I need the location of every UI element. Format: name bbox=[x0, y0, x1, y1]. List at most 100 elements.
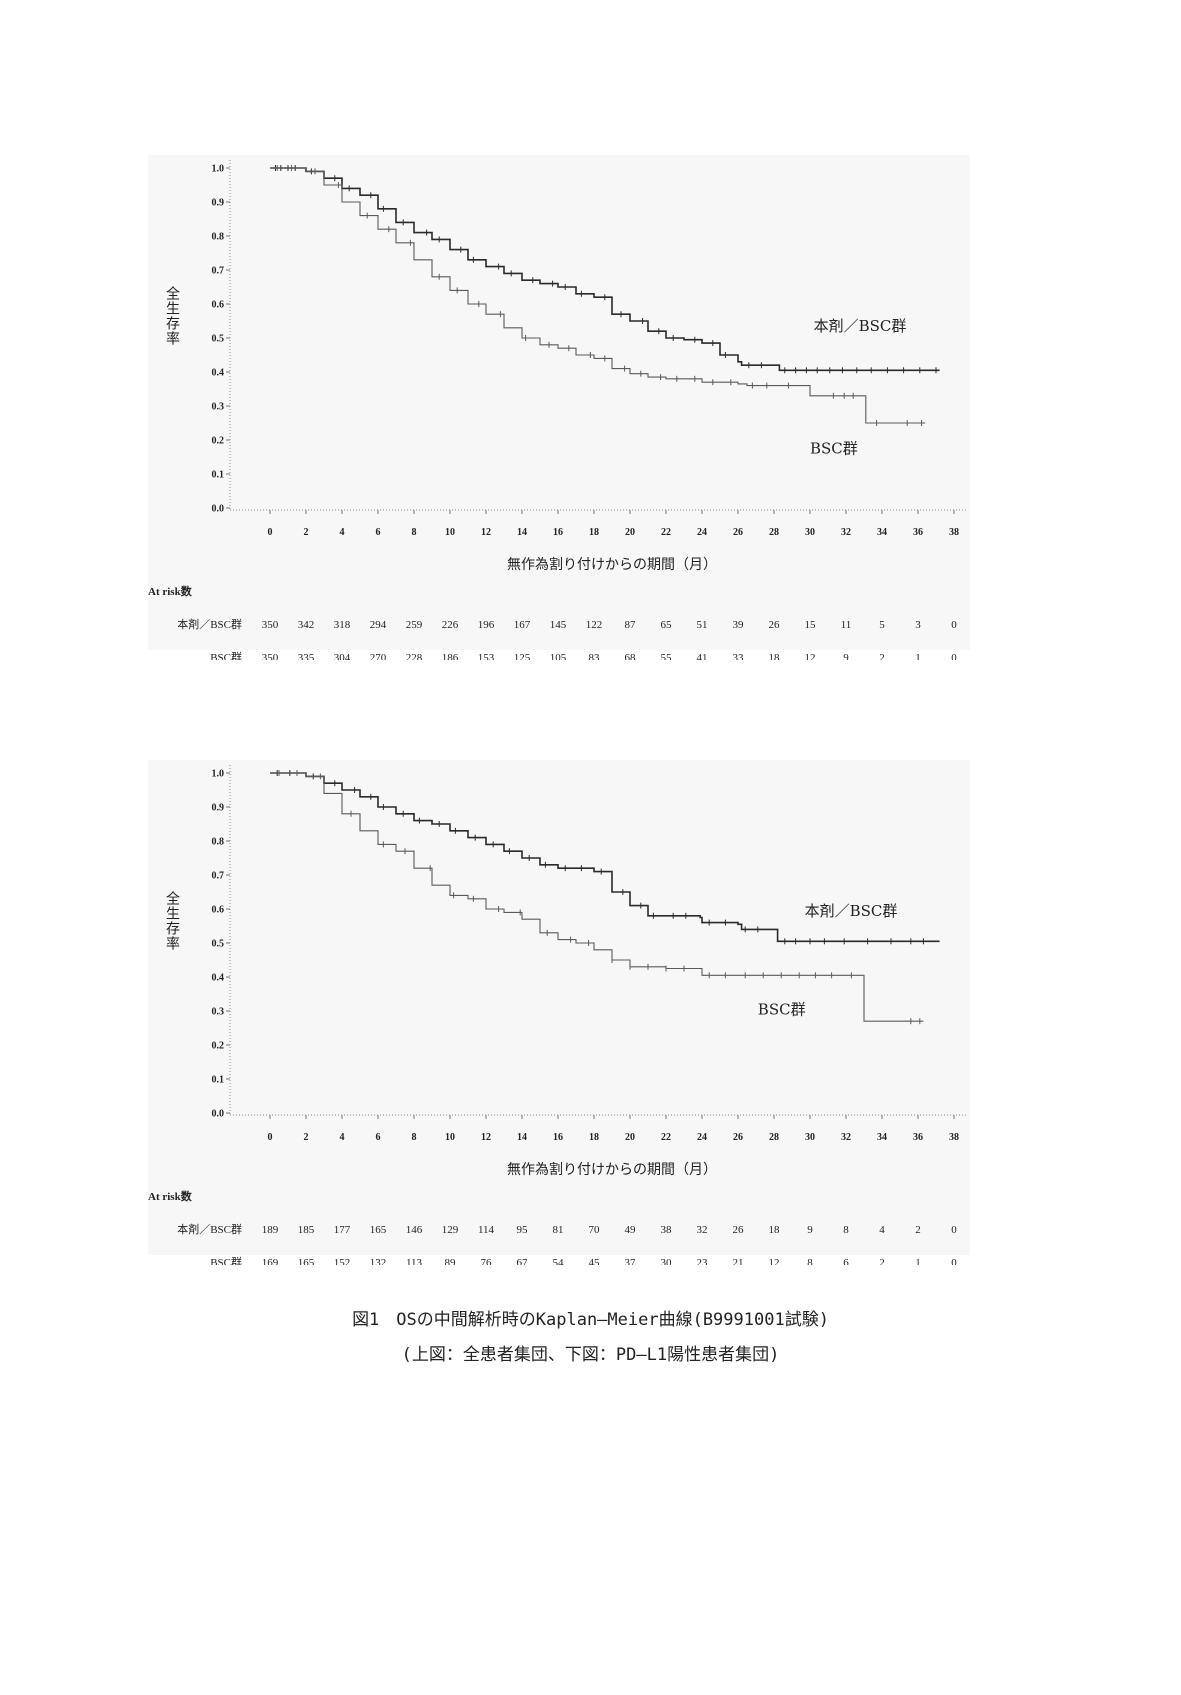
at-risk-value: 185 bbox=[298, 1224, 315, 1236]
x-tick-label: 8 bbox=[412, 527, 417, 538]
y-axis-title: 全生存率 bbox=[164, 285, 180, 346]
at-risk-value: 259 bbox=[406, 619, 423, 631]
x-tick-label: 6 bbox=[376, 1132, 381, 1143]
at-risk-value: 0 bbox=[951, 1224, 957, 1236]
x-tick-label: 28 bbox=[769, 1132, 779, 1143]
series-label-bsc: BSC群 bbox=[758, 1000, 806, 1018]
at-risk-value: 186 bbox=[442, 652, 459, 660]
km-curve-bsc bbox=[270, 772, 924, 1022]
at-risk-value: 55 bbox=[661, 652, 673, 660]
x-tick-label: 28 bbox=[769, 527, 779, 538]
x-tick-label: 16 bbox=[553, 527, 563, 538]
at-risk-title: At risk数 bbox=[148, 1189, 193, 1203]
y-tick-label: 0.9 bbox=[212, 803, 225, 814]
y-tick-label: 0.8 bbox=[212, 232, 225, 243]
at-risk-value: 6 bbox=[843, 1257, 849, 1265]
y-tick-label: 0.1 bbox=[212, 470, 225, 481]
at-risk-value: 18 bbox=[769, 652, 781, 660]
at-risk-value: 83 bbox=[589, 652, 601, 660]
at-risk-value: 9 bbox=[807, 1224, 813, 1236]
at-risk-value: 87 bbox=[625, 619, 637, 631]
x-tick-label: 2 bbox=[304, 527, 309, 538]
at-risk-value: 39 bbox=[733, 619, 745, 631]
figure-caption-title: 図1 OSの中間解析時のKaplan—Meier曲線(B9991001試験) bbox=[352, 1310, 829, 1330]
x-tick-label: 38 bbox=[949, 527, 959, 538]
at-risk-value: 12 bbox=[769, 1257, 780, 1265]
x-tick-label: 24 bbox=[697, 1132, 707, 1143]
x-tick-label: 0 bbox=[268, 527, 273, 538]
at-risk-value: 167 bbox=[514, 619, 531, 631]
at-risk-value: 270 bbox=[370, 652, 387, 660]
at-risk-value: 8 bbox=[807, 1257, 813, 1265]
x-tick-label: 30 bbox=[805, 1132, 815, 1143]
y-tick-label: 0.0 bbox=[212, 1109, 225, 1120]
at-risk-row-label: BSC群 bbox=[210, 1255, 242, 1265]
y-tick-label: 0.7 bbox=[212, 871, 225, 882]
at-risk-value: 177 bbox=[334, 1224, 351, 1236]
at-risk-value: 153 bbox=[478, 652, 495, 660]
at-risk-value: 51 bbox=[697, 619, 708, 631]
at-risk-value: 65 bbox=[661, 619, 673, 631]
y-tick-label: 0.5 bbox=[212, 334, 225, 345]
at-risk-value: 1 bbox=[915, 652, 921, 660]
at-risk-value: 350 bbox=[262, 619, 279, 631]
x-tick-label: 8 bbox=[412, 1132, 417, 1143]
at-risk-value: 38 bbox=[661, 1224, 673, 1236]
at-risk-value: 5 bbox=[879, 619, 885, 631]
at-risk-value: 342 bbox=[298, 619, 315, 631]
x-tick-label: 6 bbox=[376, 527, 381, 538]
at-risk-value: 26 bbox=[769, 619, 781, 631]
y-tick-label: 0.3 bbox=[212, 402, 225, 413]
at-risk-row-label: 本剤／BSC群 bbox=[177, 1222, 242, 1236]
at-risk-value: 114 bbox=[478, 1224, 495, 1236]
series-label-treatment: 本剤／BSC群 bbox=[814, 317, 907, 335]
at-risk-value: 294 bbox=[370, 619, 387, 631]
at-risk-value: 37 bbox=[625, 1257, 637, 1265]
x-tick-label: 26 bbox=[733, 1132, 743, 1143]
x-tick-label: 12 bbox=[481, 527, 491, 538]
at-risk-value: 122 bbox=[586, 619, 603, 631]
at-risk-value: 125 bbox=[514, 652, 531, 660]
at-risk-value: 132 bbox=[370, 1257, 387, 1265]
y-tick-label: 0.4 bbox=[212, 973, 225, 984]
at-risk-value: 76 bbox=[481, 1257, 493, 1265]
at-risk-value: 165 bbox=[370, 1224, 387, 1236]
at-risk-value: 95 bbox=[517, 1224, 529, 1236]
at-risk-row-label: BSC群 bbox=[210, 650, 242, 660]
at-risk-value: 18 bbox=[769, 1224, 781, 1236]
km-chart-pdl1-positive: 0.00.10.20.30.40.50.60.70.80.91.00 2 4 6 8 10… bbox=[148, 760, 970, 1265]
at-risk-value: 9 bbox=[843, 652, 849, 660]
at-risk-value: 169 bbox=[262, 1257, 279, 1265]
x-tick-label: 36 bbox=[913, 1132, 923, 1143]
plot-background bbox=[148, 155, 970, 650]
x-axis-title: 無作為割り付けからの期間（月） bbox=[507, 556, 717, 573]
at-risk-value: 49 bbox=[625, 1224, 637, 1236]
at-risk-title: At risk数 bbox=[148, 584, 193, 598]
x-tick-label: 24 bbox=[697, 527, 707, 538]
at-risk-value: 335 bbox=[298, 652, 315, 660]
x-tick-label: 4 bbox=[340, 527, 345, 538]
y-axis-title: 全生存率 bbox=[164, 890, 180, 951]
at-risk-value: 21 bbox=[733, 1257, 744, 1265]
km-curve-treatment bbox=[270, 167, 940, 372]
x-tick-label: 32 bbox=[841, 527, 851, 538]
at-risk-value: 68 bbox=[625, 652, 637, 660]
x-tick-label: 14 bbox=[517, 1132, 527, 1143]
at-risk-value: 318 bbox=[334, 619, 351, 631]
y-tick-label: 0.9 bbox=[212, 198, 225, 209]
at-risk-value: 304 bbox=[334, 652, 351, 660]
at-risk-value: 0 bbox=[951, 619, 957, 631]
at-risk-value: 196 bbox=[478, 619, 495, 631]
at-risk-value: 11 bbox=[841, 619, 852, 631]
y-tick-label: 0.8 bbox=[212, 837, 225, 848]
at-risk-value: 350 bbox=[262, 652, 279, 660]
y-tick-label: 0.5 bbox=[212, 939, 225, 950]
y-tick-label: 1.0 bbox=[212, 769, 225, 780]
at-risk-value: 81 bbox=[553, 1224, 564, 1236]
y-tick-label: 1.0 bbox=[212, 164, 225, 175]
x-axis-title: 無作為割り付けからの期間（月） bbox=[507, 1161, 717, 1178]
x-tick-label: 4 bbox=[340, 1132, 345, 1143]
plot-background bbox=[148, 760, 970, 1255]
x-tick-label: 34 bbox=[877, 1132, 887, 1143]
x-tick-label: 18 bbox=[589, 1132, 599, 1143]
